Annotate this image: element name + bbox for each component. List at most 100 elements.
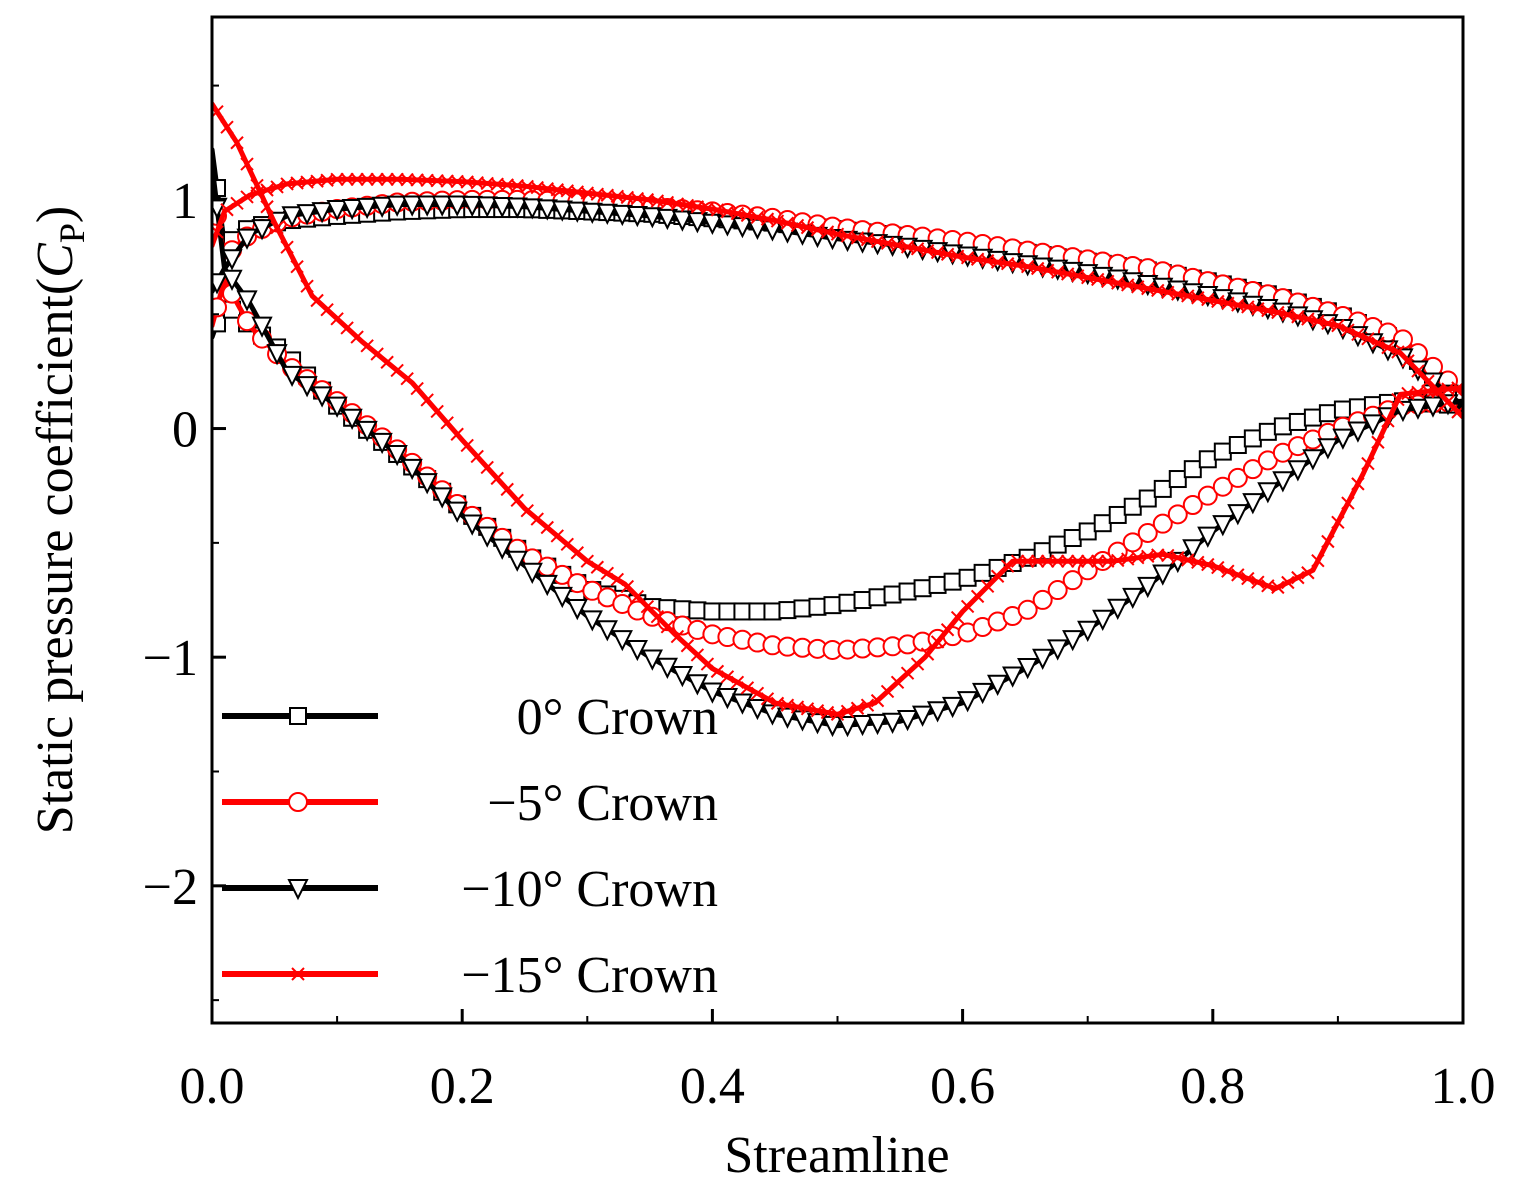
data-point <box>1047 639 1069 661</box>
data-point <box>1228 436 1247 455</box>
data-point <box>1281 575 1295 590</box>
data-point <box>823 596 842 615</box>
data-point <box>500 482 514 497</box>
data-point <box>420 173 434 188</box>
legend: 0° Crown −5° Crown −10° Crown −15° Crown <box>222 689 718 1004</box>
legend-label: 0° Crown <box>517 689 718 746</box>
data-point <box>630 589 645 604</box>
data-point <box>1182 539 1204 561</box>
data-point <box>371 432 393 455</box>
data-point <box>1242 459 1263 480</box>
data-point <box>1281 307 1295 322</box>
data-point <box>1070 554 1085 568</box>
data-point <box>930 635 945 649</box>
x-tick-label: 0.6 <box>930 1058 995 1115</box>
data-point <box>1063 529 1082 548</box>
data-point <box>1242 493 1264 515</box>
data-point <box>760 692 775 706</box>
data-point <box>1271 305 1285 320</box>
data-point <box>1227 504 1249 526</box>
data-point <box>410 173 424 187</box>
data-point <box>1050 554 1065 568</box>
data-point <box>730 675 745 690</box>
data-point <box>1078 522 1097 541</box>
data-point <box>1271 580 1285 595</box>
data-point <box>1361 456 1375 471</box>
legend-entry: 0° Crown <box>222 689 718 746</box>
data-point <box>911 705 934 727</box>
data-point <box>1047 580 1068 601</box>
plot-frame <box>210 15 1465 1025</box>
data-point <box>480 460 494 475</box>
y-tick-label: 0 <box>172 402 198 459</box>
data-point <box>940 623 955 637</box>
data-point <box>850 701 865 715</box>
data-point <box>700 657 715 671</box>
data-point <box>1017 599 1038 620</box>
data-point <box>450 174 464 189</box>
data-point <box>251 219 273 241</box>
y-tick-label: 1 <box>172 173 198 230</box>
data-point <box>596 203 618 226</box>
data-point <box>461 514 483 536</box>
data-point <box>1198 450 1217 469</box>
data-point <box>820 225 835 239</box>
data-point <box>281 365 303 388</box>
data-point <box>1211 560 1225 575</box>
data-point <box>476 526 498 548</box>
data-point <box>913 579 932 598</box>
data-point <box>1161 548 1175 563</box>
data-point <box>1032 589 1053 610</box>
data-point <box>1258 422 1277 441</box>
data-point <box>221 249 243 271</box>
data-point <box>956 691 979 713</box>
data-point <box>1333 400 1352 419</box>
series-3 <box>212 101 1463 722</box>
x-tick-label: 0.8 <box>1180 1058 1245 1115</box>
data-point <box>793 599 812 618</box>
data-point <box>1381 414 1395 428</box>
data-point <box>1407 398 1429 420</box>
data-point <box>281 206 303 228</box>
data-point <box>386 195 408 217</box>
data-point <box>530 512 544 526</box>
data-point <box>1213 442 1232 461</box>
data-point <box>1347 421 1369 443</box>
data-point <box>1032 648 1054 670</box>
y-axis-title-suffix: ) <box>27 206 84 223</box>
data-point <box>460 438 474 453</box>
x-tick-label: 0.0 <box>180 1058 245 1115</box>
data-point <box>220 203 234 217</box>
data-point <box>1152 513 1173 534</box>
data-point <box>710 664 725 679</box>
data-point <box>266 344 288 366</box>
data-point <box>506 197 528 219</box>
data-point <box>1221 564 1235 578</box>
data-point <box>380 355 394 369</box>
data-point <box>898 582 917 601</box>
data-point <box>390 363 404 378</box>
data-point <box>1151 548 1165 562</box>
data-point <box>763 602 782 621</box>
data-point <box>1167 504 1188 525</box>
data-point <box>536 199 558 221</box>
data-point <box>641 649 663 671</box>
y-tick-label: −2 <box>143 859 198 916</box>
data-point <box>401 195 423 217</box>
data-point <box>390 172 404 187</box>
y-axis-title: Static pressure coefficient(CP) <box>27 206 92 834</box>
data-point <box>1381 340 1395 355</box>
data-point <box>1062 630 1084 652</box>
data-point <box>240 157 254 171</box>
data-point <box>270 180 284 194</box>
data-point <box>853 591 872 610</box>
data-point <box>1010 554 1025 568</box>
data-point <box>1093 514 1112 533</box>
data-point <box>1201 557 1215 572</box>
data-point <box>836 716 859 738</box>
data-point <box>251 316 273 338</box>
data-point <box>221 269 243 292</box>
data-point <box>590 560 605 574</box>
data-point <box>420 393 434 407</box>
data-point <box>1392 400 1414 423</box>
